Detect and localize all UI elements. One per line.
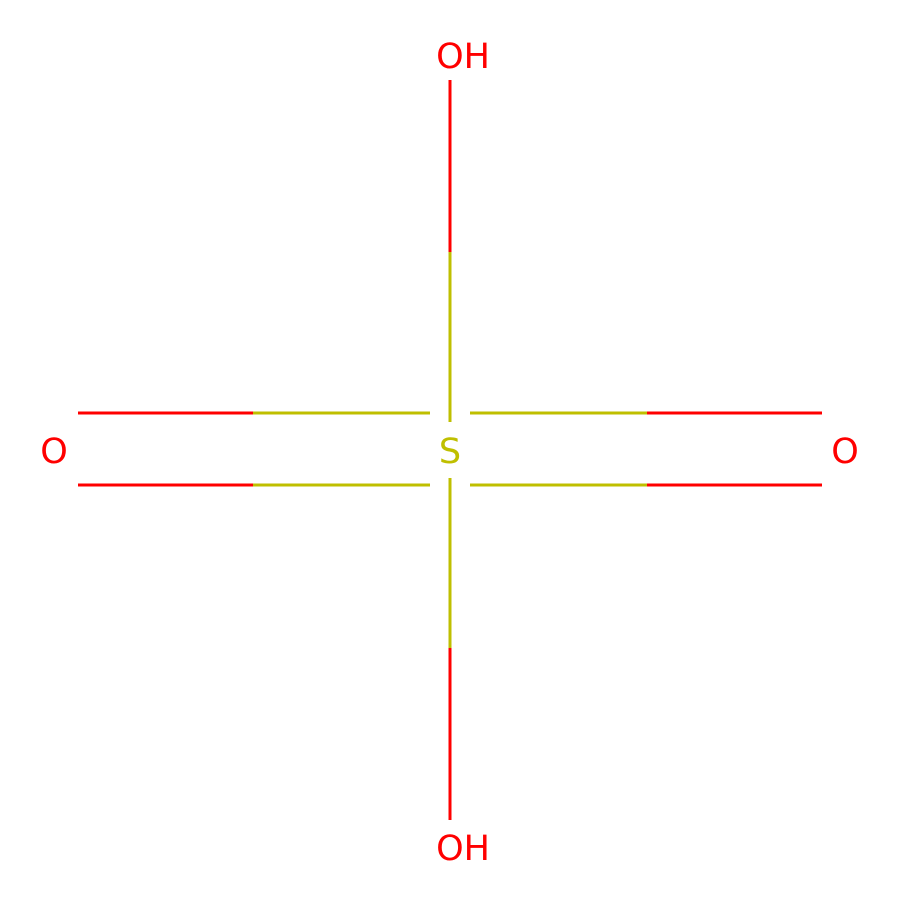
bond-s-o-right-double xyxy=(470,411,822,487)
atom-label-oxygen-left: O xyxy=(40,432,68,472)
atom-label-hydroxyl-bottom: OH xyxy=(436,829,490,869)
bond-s-o-left-double xyxy=(78,411,430,487)
atom-label-sulfur: S xyxy=(439,432,461,472)
atom-label-hydroxyl-top: OH xyxy=(436,37,490,77)
atom-label-oxygen-right: O xyxy=(831,432,859,472)
